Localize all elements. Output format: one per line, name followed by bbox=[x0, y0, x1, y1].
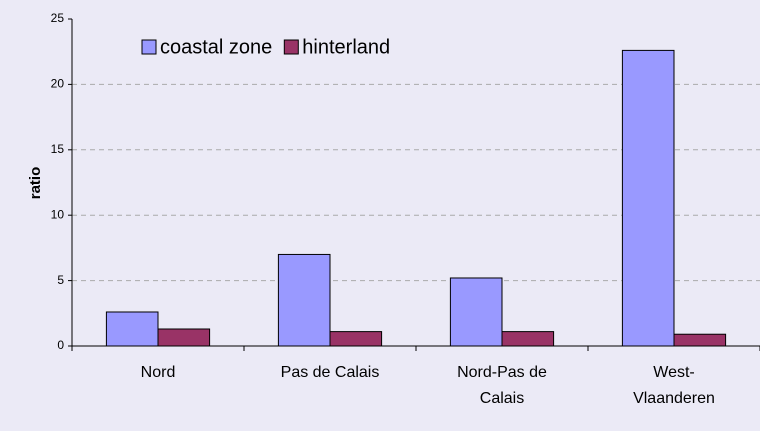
legend-label: hinterland bbox=[302, 36, 390, 58]
y-axis-label: ratio bbox=[27, 167, 44, 200]
y-tick-label: 20 bbox=[51, 77, 65, 91]
bar bbox=[673, 333, 727, 347]
x-tick-label: West-Vlaanderen bbox=[633, 364, 715, 407]
y-tick-label: 5 bbox=[57, 273, 64, 287]
bar bbox=[157, 328, 211, 347]
y-tick-label: 25 bbox=[51, 11, 65, 25]
bar bbox=[329, 331, 383, 347]
legend-label: coastal zone bbox=[160, 36, 272, 58]
x-tick-label: Nord-Pas de Calais bbox=[457, 364, 547, 407]
x-tick-label: Pas de Calais bbox=[280, 364, 380, 381]
bar bbox=[621, 49, 675, 347]
bar bbox=[449, 277, 503, 347]
bar bbox=[277, 253, 331, 347]
y-tick-label: 15 bbox=[51, 142, 65, 156]
legend-swatch bbox=[283, 39, 299, 55]
x-tick-label: Nord bbox=[140, 364, 176, 381]
bar bbox=[105, 311, 159, 347]
y-tick-label: 10 bbox=[51, 207, 65, 221]
y-tick-label: 0 bbox=[57, 338, 64, 352]
legend-swatch bbox=[141, 39, 157, 55]
bar bbox=[501, 331, 555, 347]
